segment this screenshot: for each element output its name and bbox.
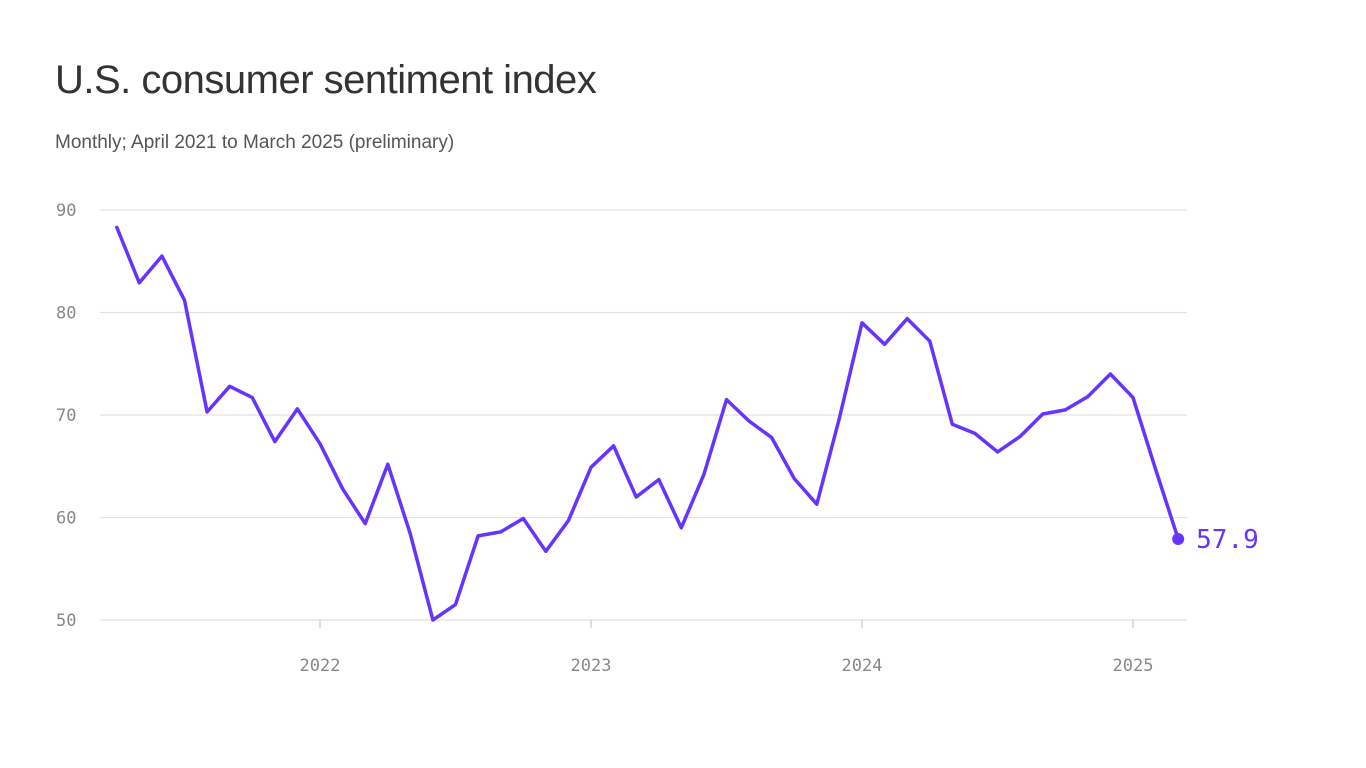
y-tick-label: 60 bbox=[56, 509, 76, 529]
end-value-label: 57.9 bbox=[1196, 525, 1259, 555]
sentiment-line bbox=[115, 225, 1180, 622]
chart-title: U.S. consumer sentiment index bbox=[55, 58, 597, 102]
y-tick-label: 80 bbox=[56, 304, 76, 324]
chart-subtitle: Monthly; April 2021 to March 2025 (preli… bbox=[55, 132, 455, 153]
x-tick-label: 2025 bbox=[1113, 656, 1154, 676]
y-tick-label: 70 bbox=[56, 406, 76, 426]
x-tick-label: 2023 bbox=[571, 656, 612, 676]
y-tick-label: 90 bbox=[56, 201, 76, 221]
x-tick-label: 2024 bbox=[842, 656, 883, 676]
x-tick-label: 2022 bbox=[300, 656, 341, 676]
end-point-marker bbox=[1172, 533, 1185, 546]
y-tick-label: 50 bbox=[56, 611, 76, 631]
